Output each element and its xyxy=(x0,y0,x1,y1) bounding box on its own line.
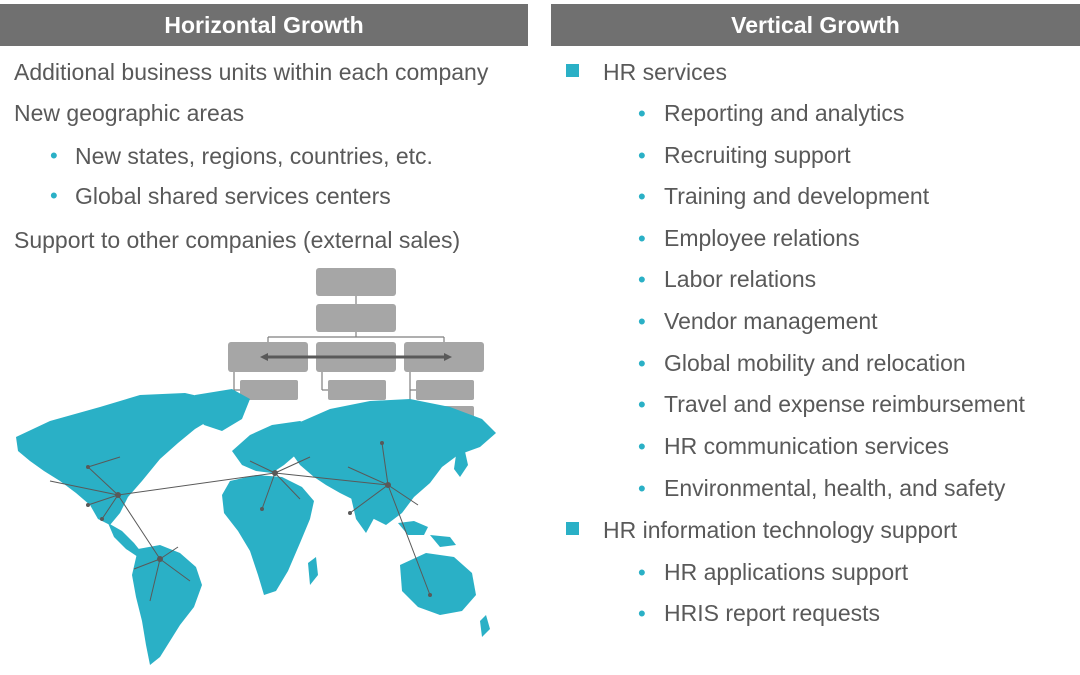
square-bullet xyxy=(566,522,579,535)
bullet-dot: • xyxy=(638,143,646,168)
vertical-item: HR communication services xyxy=(664,433,950,459)
bullet-dot: • xyxy=(638,601,646,626)
vertical-item: HRIS report requests xyxy=(664,600,881,626)
horizontal-subitem-shared-services: Global shared services centers xyxy=(75,183,391,209)
vertical-item: Labor relations xyxy=(664,266,817,292)
bullet-dot: • xyxy=(638,267,646,292)
vertical-item: Reporting and analytics xyxy=(664,100,905,126)
world-map-network-graphic xyxy=(16,389,496,665)
bullet-dot: • xyxy=(638,351,646,376)
horizontal-subitem-states: New states, regions, countries, etc. xyxy=(75,143,433,169)
horizontal-item-geographic-areas: New geographic areas xyxy=(14,100,245,126)
horizontal-item-business-units: Additional business units within each co… xyxy=(14,59,489,85)
vertical-item: Travel and expense reimbursement xyxy=(664,391,1025,417)
bullet-dot: • xyxy=(638,101,646,126)
vertical-growth-header: Vertical Growth xyxy=(551,4,1080,46)
bullet-dot: • xyxy=(638,309,646,334)
horizontal-item-external-sales: Support to other companies (external sal… xyxy=(14,227,461,253)
bullet-dot: • xyxy=(638,476,646,501)
vertical-item: Environmental, health, and safety xyxy=(664,475,1006,501)
bullet-dot: • xyxy=(50,183,58,208)
vertical-item: HR applications support xyxy=(664,559,909,585)
bullet-dot: • xyxy=(638,184,646,209)
vertical-group-hr-it-support: HR information technology support xyxy=(603,517,958,543)
vertical-item: Training and development xyxy=(664,183,930,209)
vertical-item: Employee relations xyxy=(664,225,860,251)
bullet-dot: • xyxy=(638,434,646,459)
horizontal-growth-header: Horizontal Growth xyxy=(0,4,528,46)
bullet-dot: • xyxy=(50,143,58,168)
vertical-item: Recruiting support xyxy=(664,142,851,168)
bullet-dot: • xyxy=(638,226,646,251)
vertical-item: Global mobility and relocation xyxy=(664,350,966,376)
vertical-item: Vendor management xyxy=(664,308,878,334)
bullet-dot: • xyxy=(638,392,646,417)
vertical-group-hr-services: HR services xyxy=(603,59,727,85)
bullet-dot: • xyxy=(638,560,646,585)
square-bullet xyxy=(566,64,579,77)
